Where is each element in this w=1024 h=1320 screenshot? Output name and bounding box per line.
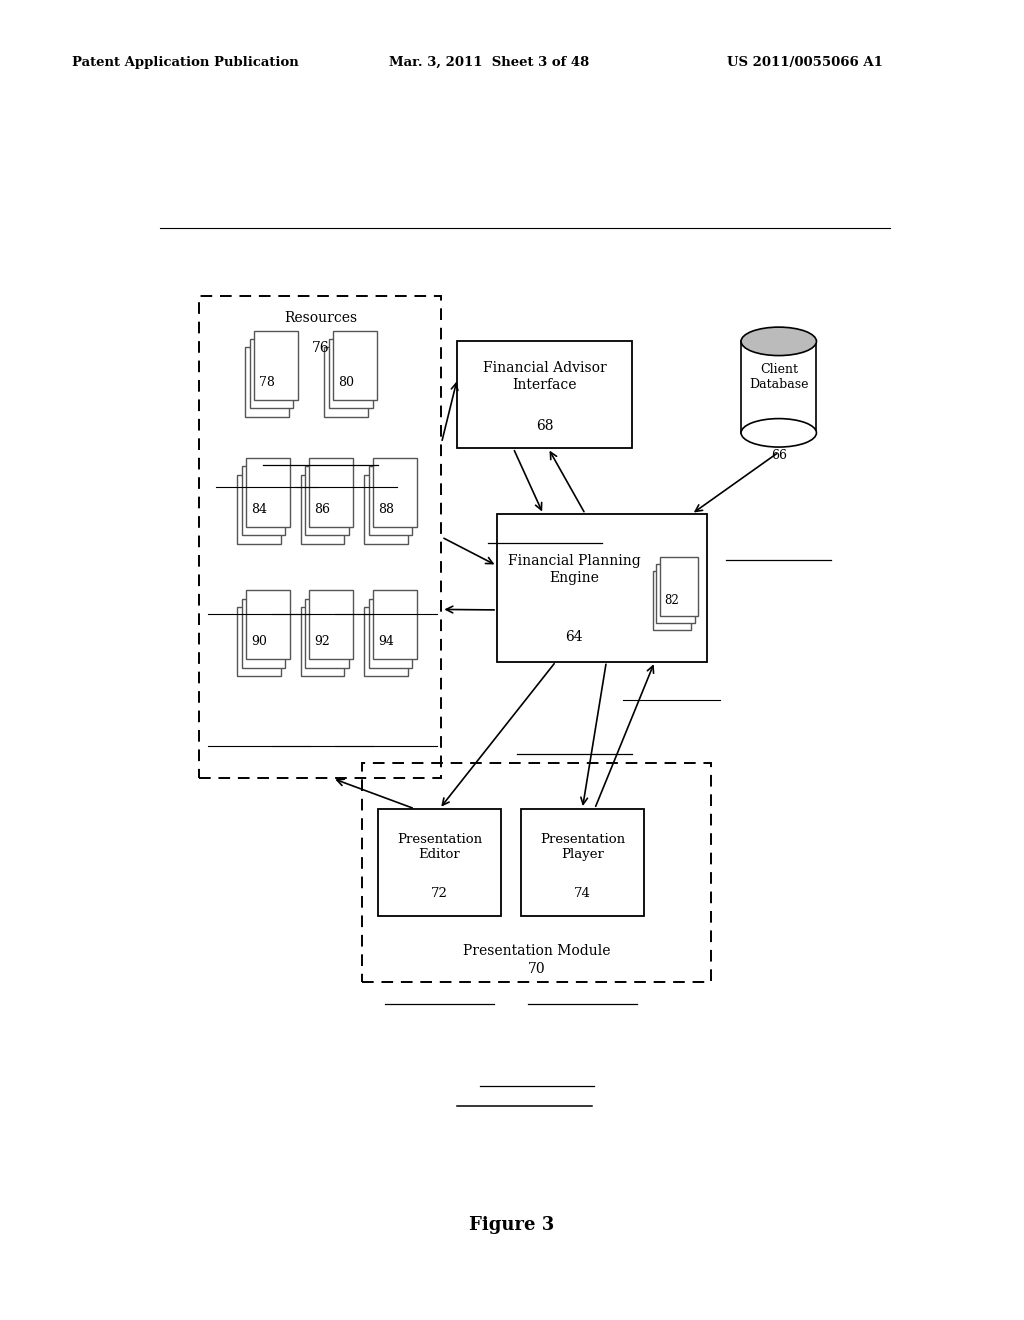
Text: Patent Application Publication: Patent Application Publication: [72, 55, 298, 69]
Bar: [362, 763, 712, 982]
Text: Presentation Module: Presentation Module: [463, 944, 610, 958]
Bar: [365, 607, 408, 676]
Text: 88: 88: [378, 503, 394, 516]
Bar: [652, 572, 690, 630]
Bar: [378, 809, 501, 916]
Bar: [305, 598, 349, 668]
Bar: [246, 458, 290, 528]
Bar: [238, 474, 281, 544]
Text: 86: 86: [314, 503, 331, 516]
Ellipse shape: [741, 418, 816, 447]
Text: 82: 82: [665, 594, 679, 607]
Bar: [369, 598, 413, 668]
Text: 66: 66: [771, 449, 786, 462]
Text: 64: 64: [565, 630, 584, 644]
Bar: [242, 598, 286, 668]
Text: 84: 84: [251, 503, 267, 516]
Bar: [333, 331, 377, 400]
Text: Resources: Resources: [284, 312, 357, 325]
Text: Presentation
Player: Presentation Player: [540, 833, 625, 861]
Text: 94: 94: [378, 635, 394, 648]
Text: 76: 76: [311, 342, 330, 355]
Text: 68: 68: [536, 418, 553, 433]
Text: 70: 70: [528, 962, 546, 977]
Text: 90: 90: [251, 635, 267, 648]
Bar: [200, 296, 441, 779]
Bar: [309, 590, 353, 660]
Bar: [458, 342, 632, 447]
Bar: [369, 466, 413, 536]
Text: 78: 78: [259, 375, 274, 388]
Bar: [254, 331, 298, 400]
Bar: [245, 347, 289, 417]
Text: Presentation
Editor: Presentation Editor: [397, 833, 482, 861]
Bar: [329, 339, 373, 408]
Text: Figure 3: Figure 3: [469, 1216, 555, 1234]
Bar: [301, 474, 344, 544]
Bar: [656, 564, 694, 623]
Bar: [741, 342, 816, 433]
Bar: [246, 590, 290, 660]
Bar: [309, 458, 353, 528]
Bar: [497, 515, 708, 661]
Text: 92: 92: [314, 635, 331, 648]
Text: Financial Advisor
Interface: Financial Advisor Interface: [482, 362, 606, 392]
Bar: [238, 607, 281, 676]
Bar: [373, 590, 417, 660]
Ellipse shape: [741, 327, 816, 355]
Text: 74: 74: [573, 887, 591, 900]
Text: 72: 72: [431, 887, 447, 900]
Bar: [373, 458, 417, 528]
Bar: [305, 466, 349, 536]
Text: 80: 80: [338, 375, 354, 388]
Bar: [250, 339, 293, 408]
Text: US 2011/0055066 A1: US 2011/0055066 A1: [727, 55, 883, 69]
Bar: [521, 809, 644, 916]
Text: Client
Database: Client Database: [749, 363, 809, 391]
Bar: [660, 557, 698, 616]
Bar: [242, 466, 286, 536]
Text: Mar. 3, 2011  Sheet 3 of 48: Mar. 3, 2011 Sheet 3 of 48: [389, 55, 590, 69]
Text: Financial Planning
Engine: Financial Planning Engine: [508, 554, 641, 585]
Bar: [325, 347, 368, 417]
Bar: [365, 474, 408, 544]
Bar: [301, 607, 344, 676]
